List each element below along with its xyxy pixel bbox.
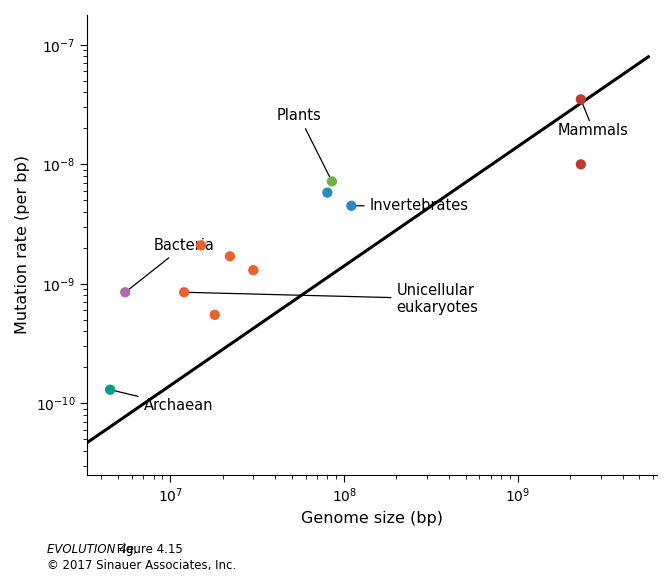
Text: Mammals: Mammals [558, 103, 629, 138]
Point [327, 176, 337, 186]
Text: Invertebrates: Invertebrates [355, 198, 468, 213]
Point [196, 240, 206, 250]
Point [248, 266, 259, 275]
Text: Bacteria: Bacteria [128, 238, 214, 290]
X-axis label: Genome size (bp): Genome size (bp) [301, 511, 443, 526]
Text: Unicellular
eukaryotes: Unicellular eukaryotes [188, 283, 478, 315]
Point [210, 310, 220, 319]
Point [575, 95, 586, 104]
Point [105, 385, 116, 395]
Point [322, 188, 333, 198]
Text: EVOLUTION 4e,: EVOLUTION 4e, [47, 543, 138, 556]
Point [224, 252, 235, 261]
Point [575, 160, 586, 169]
Point [120, 288, 130, 297]
Text: Plants: Plants [277, 108, 330, 178]
Text: Archaean: Archaean [114, 390, 213, 413]
Text: © 2017 Sinauer Associates, Inc.: © 2017 Sinauer Associates, Inc. [47, 559, 236, 572]
Point [346, 201, 357, 211]
Text: Figure 4.15: Figure 4.15 [113, 543, 183, 556]
Y-axis label: Mutation rate (per bp): Mutation rate (per bp) [15, 155, 30, 335]
Point [179, 288, 190, 297]
